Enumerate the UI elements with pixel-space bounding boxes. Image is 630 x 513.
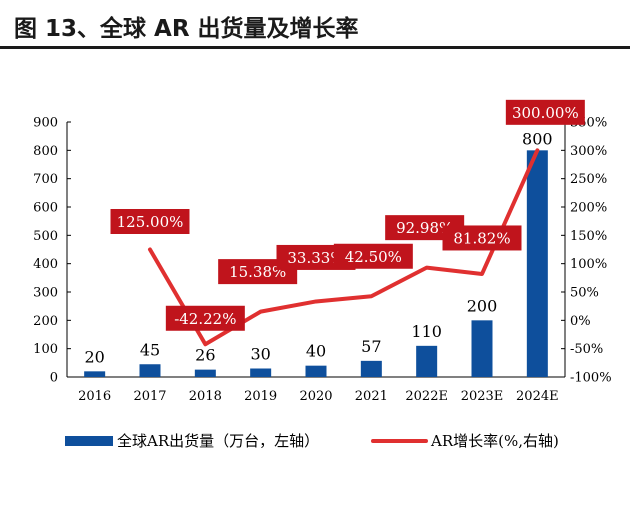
labels-layer: 20 45 26 30 40 57 110 200 800 125.00% -42.22% 15.38… <box>84 99 585 366</box>
growth-label-box <box>110 209 190 234</box>
growth-label-box <box>442 225 522 251</box>
right-tick-label: 250% <box>570 172 607 187</box>
bar <box>250 368 272 377</box>
growth-line <box>148 148 540 347</box>
bar-value-label: 800 <box>522 129 553 148</box>
x-tick-label: 2016 <box>78 389 111 404</box>
bar-value-label: 110 <box>411 322 442 341</box>
right-tick-label: 100% <box>570 257 607 272</box>
legend-bar-label: 全球AR出货量（万台，左轴） <box>117 432 319 450</box>
right-tick-label: 50% <box>570 286 599 301</box>
left-tick-label: 0 <box>50 371 58 386</box>
bar <box>305 365 327 377</box>
growth-label: 15.38% <box>229 263 286 281</box>
bar <box>194 369 216 377</box>
x-tick-label: 2018 <box>189 389 222 404</box>
bar <box>526 150 548 377</box>
right-tick-label: 200% <box>570 201 607 216</box>
left-tick-label: 400 <box>33 257 58 272</box>
left-tick-label: 800 <box>33 144 58 159</box>
left-tick-label: 900 <box>33 116 58 131</box>
left-tick-label: 100 <box>33 342 58 357</box>
left-tick-label: 700 <box>33 172 58 187</box>
bar-value-label: 57 <box>361 337 381 356</box>
x-tick-label: 2020 <box>299 389 332 404</box>
left-tick-label: 300 <box>33 286 58 301</box>
x-tick-label: 2024E <box>516 389 559 404</box>
right-tick-label: 0% <box>570 314 591 329</box>
x-tick-label: 2021 <box>355 389 388 404</box>
bar-value-label: 45 <box>140 340 160 359</box>
legend-line-label: AR增长率(%,右轴) <box>430 432 559 450</box>
growth-label: 125.00% <box>117 213 184 231</box>
right-tick-label: -50% <box>570 342 603 357</box>
bar <box>416 345 438 377</box>
left-tick-label: 600 <box>33 201 58 216</box>
left-tick-label: 200 <box>33 314 58 329</box>
growth-label: 300.00% <box>512 104 579 122</box>
right-tick-label: 300% <box>570 144 607 159</box>
bar-value-label: 26 <box>195 346 215 365</box>
legend-layer: 全球AR出货量（万台，左轴） AR增长率(%,右轴) <box>65 432 559 450</box>
right-tick-label: -100% <box>570 371 612 386</box>
x-tick-label: 2023E <box>461 389 504 404</box>
legend-bar-swatch <box>65 436 113 446</box>
growth-label: 33.33% <box>287 249 344 267</box>
title-rule <box>0 46 630 49</box>
growth-label-box <box>505 99 585 125</box>
axes-layer: 0 100 200 300 400 500 600 700 800 900 -100% -50% 0% 5… <box>33 116 611 405</box>
x-tick-label: 2017 <box>133 389 166 404</box>
bar <box>360 360 382 377</box>
x-tick-label: 2022E <box>405 389 448 404</box>
growth-label: -42.22% <box>174 310 236 328</box>
x-tick-label: 2019 <box>244 389 277 404</box>
bar-value-label: 40 <box>306 342 326 361</box>
bar-value-label: 20 <box>84 347 104 366</box>
bar <box>471 320 493 377</box>
bar-value-label: 30 <box>250 345 270 364</box>
left-tick-label: 500 <box>33 229 58 244</box>
growth-label: 81.82% <box>453 229 510 247</box>
bars-layer <box>84 150 548 377</box>
figure-title: 图 13、全球 AR 出货量及增长率 <box>14 16 359 42</box>
growth-label: 92.98% <box>396 219 453 237</box>
bar-value-label: 200 <box>467 296 498 315</box>
bar <box>84 371 106 377</box>
growth-label-box <box>333 243 413 269</box>
growth-label-box <box>165 305 245 331</box>
right-tick-label: 150% <box>570 229 607 244</box>
line-layer <box>148 148 540 347</box>
growth-label: 42.50% <box>345 248 402 266</box>
bar <box>139 364 161 377</box>
